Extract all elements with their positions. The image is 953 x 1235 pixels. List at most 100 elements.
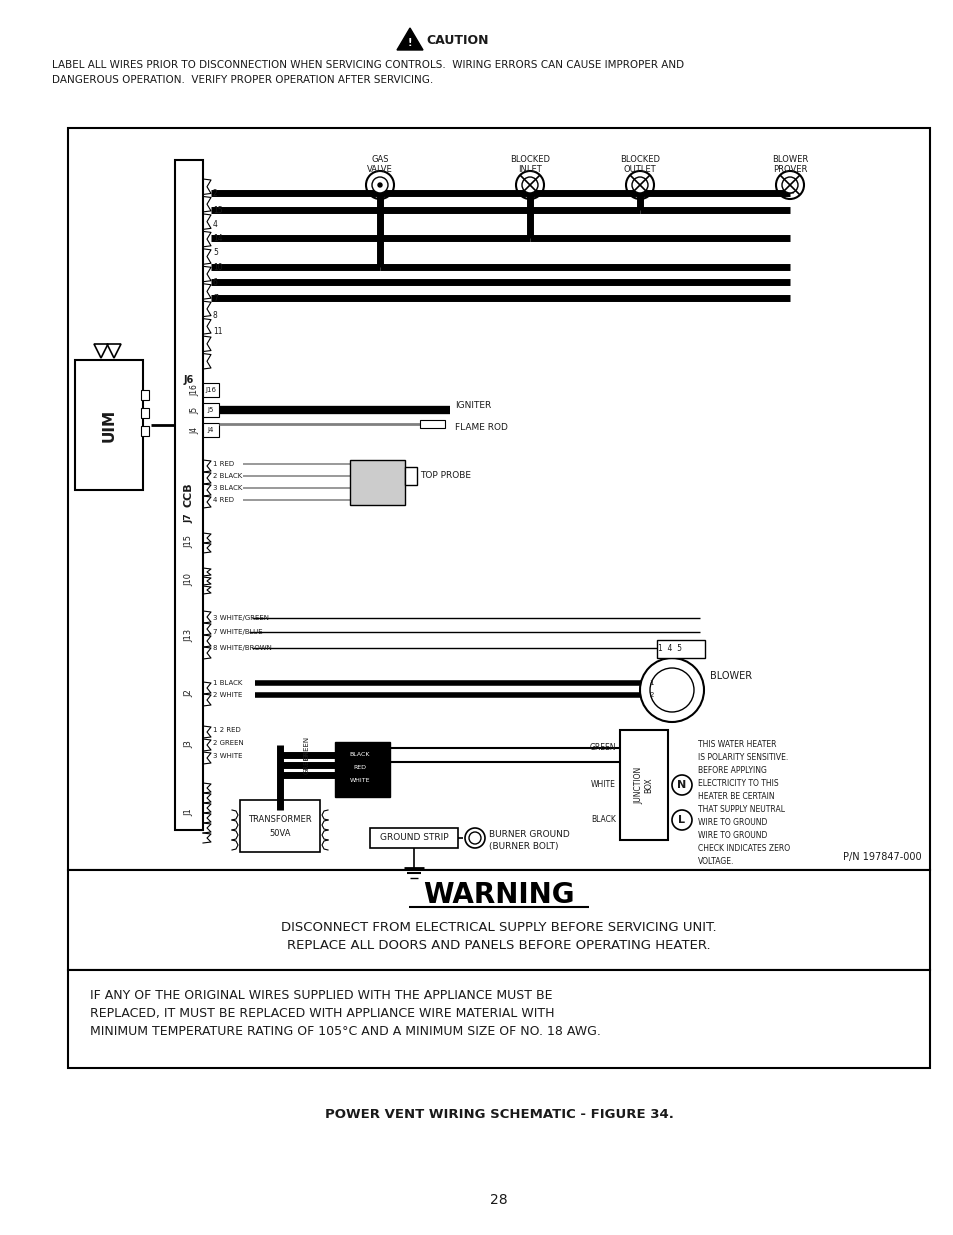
Text: J1: J1 (184, 808, 193, 816)
Text: J10: J10 (184, 573, 193, 587)
Text: 50VA: 50VA (269, 830, 291, 839)
Text: MINIMUM TEMPERATURE RATING OF 105°C AND A MINIMUM SIZE OF NO. 18 AWG.: MINIMUM TEMPERATURE RATING OF 105°C AND … (90, 1025, 600, 1039)
Text: BLOWER: BLOWER (771, 156, 807, 164)
Bar (141, 408, 149, 417)
Text: CCB: CCB (184, 483, 193, 508)
Text: 3 BLACK: 3 BLACK (213, 485, 242, 492)
Circle shape (631, 177, 647, 193)
Text: PROVER: PROVER (772, 165, 806, 174)
Text: 2 WHITE: 2 WHITE (213, 692, 242, 698)
Text: REPLACE ALL DOORS AND PANELS BEFORE OPERATING HEATER.: REPLACE ALL DOORS AND PANELS BEFORE OPER… (287, 940, 710, 952)
Text: CHECK INDICATES ZERO: CHECK INDICATES ZERO (698, 844, 789, 853)
Bar (203, 424, 219, 437)
Circle shape (649, 668, 693, 713)
Bar (619, 730, 667, 840)
Text: ELECTRICITY TO THIS: ELECTRICITY TO THIS (698, 779, 778, 788)
Text: RED: RED (354, 764, 366, 769)
Text: VOLTAGE.: VOLTAGE. (698, 857, 734, 866)
Text: BLACK: BLACK (350, 752, 370, 757)
Text: 7 WHITE/BLUE: 7 WHITE/BLUE (213, 629, 262, 635)
Text: L: L (678, 815, 685, 825)
Text: N: N (677, 781, 686, 790)
Text: 2: 2 (213, 189, 217, 198)
Text: BLACK: BLACK (591, 815, 616, 825)
Circle shape (625, 170, 654, 199)
Text: J13: J13 (184, 629, 193, 641)
Circle shape (377, 183, 381, 186)
Text: J7: J7 (184, 513, 193, 522)
Circle shape (372, 177, 388, 193)
Text: IS POLARITY SENSITIVE.: IS POLARITY SENSITIVE. (698, 753, 787, 762)
Text: 15: 15 (213, 205, 222, 215)
Bar (68, 969, 929, 1068)
Bar (405, 467, 416, 485)
Bar (240, 800, 319, 852)
Text: BLOCKED: BLOCKED (619, 156, 659, 164)
Bar (141, 426, 149, 436)
Text: IF ANY OF THE ORIGINAL WIRES SUPPLIED WITH THE APPLIANCE MUST BE: IF ANY OF THE ORIGINAL WIRES SUPPLIED WI… (90, 989, 552, 1003)
Text: GREEN: GREEN (304, 736, 310, 760)
Bar (68, 128, 929, 869)
Text: 2: 2 (649, 692, 654, 698)
Text: 2 BLACK: 2 BLACK (213, 473, 242, 479)
Circle shape (521, 177, 537, 193)
Text: 1: 1 (649, 680, 654, 685)
Bar (335, 742, 390, 797)
Text: 1 BLACK: 1 BLACK (213, 680, 242, 685)
Text: 4: 4 (213, 220, 217, 228)
Text: BLOCKED: BLOCKED (510, 156, 550, 164)
Text: WARNING: WARNING (423, 881, 574, 909)
Circle shape (464, 827, 484, 848)
Text: IGNITER: IGNITER (455, 401, 491, 410)
Bar (203, 383, 219, 396)
Bar (174, 161, 203, 830)
Text: J5: J5 (208, 408, 214, 412)
Text: 6: 6 (213, 278, 217, 287)
Text: BURNER GROUND: BURNER GROUND (489, 830, 569, 839)
Text: 1 2 RED: 1 2 RED (213, 727, 240, 734)
Circle shape (366, 170, 394, 199)
Text: JUNCTION
BOX: JUNCTION BOX (634, 767, 653, 804)
Text: GROUND STRIP: GROUND STRIP (379, 834, 448, 842)
Text: 1 RED: 1 RED (213, 461, 233, 467)
Text: J2: J2 (184, 689, 193, 697)
Text: BEFORE APPLYING: BEFORE APPLYING (698, 766, 766, 776)
Text: 28: 28 (490, 1193, 507, 1207)
Text: WIRE TO GROUND: WIRE TO GROUND (698, 818, 766, 827)
Text: 1  4  5: 1 4 5 (658, 645, 681, 653)
Text: J4: J4 (208, 427, 214, 433)
Text: TOP PROBE: TOP PROBE (419, 472, 471, 480)
Text: 11: 11 (213, 327, 222, 336)
Text: 7: 7 (213, 294, 217, 303)
Text: J4: J4 (191, 426, 199, 433)
Text: P/N 197847-000: P/N 197847-000 (842, 852, 921, 862)
Bar (350, 459, 405, 505)
Text: GREEN: GREEN (589, 743, 616, 752)
Circle shape (671, 776, 691, 795)
Text: 4 RED: 4 RED (213, 496, 233, 503)
Text: J3: J3 (184, 740, 193, 748)
Text: DANGEROUS OPERATION.  VERIFY PROPER OPERATION AFTER SERVICING.: DANGEROUS OPERATION. VERIFY PROPER OPERA… (52, 75, 433, 85)
Text: THAT SUPPLY NEUTRAL: THAT SUPPLY NEUTRAL (698, 805, 784, 814)
Text: REPLACED, IT MUST BE REPLACED WITH APPLIANCE WIRE MATERIAL WITH: REPLACED, IT MUST BE REPLACED WITH APPLI… (90, 1008, 554, 1020)
Circle shape (671, 810, 691, 830)
Text: 3 WHITE: 3 WHITE (213, 753, 242, 760)
Text: (BURNER BOLT): (BURNER BOLT) (489, 842, 558, 851)
Text: !: ! (407, 38, 412, 48)
Text: THIS WATER HEATER: THIS WATER HEATER (698, 740, 776, 748)
Text: BLOWER: BLOWER (709, 671, 751, 680)
Bar (370, 827, 457, 848)
Text: J16: J16 (191, 384, 199, 396)
Text: GAS: GAS (371, 156, 388, 164)
Text: HEATER BE CERTAIN: HEATER BE CERTAIN (698, 792, 774, 802)
Text: VALVE: VALVE (367, 165, 393, 174)
Text: WHITE: WHITE (591, 781, 616, 789)
Text: J6: J6 (184, 375, 193, 385)
Text: WHITE: WHITE (350, 778, 370, 783)
Bar (68, 869, 929, 969)
Text: 10: 10 (213, 263, 222, 272)
Text: J15: J15 (184, 536, 193, 548)
Circle shape (639, 658, 703, 722)
Text: J16: J16 (205, 387, 216, 393)
Text: POWER VENT WIRING SCHEMATIC - FIGURE 34.: POWER VENT WIRING SCHEMATIC - FIGURE 34. (324, 1109, 673, 1121)
